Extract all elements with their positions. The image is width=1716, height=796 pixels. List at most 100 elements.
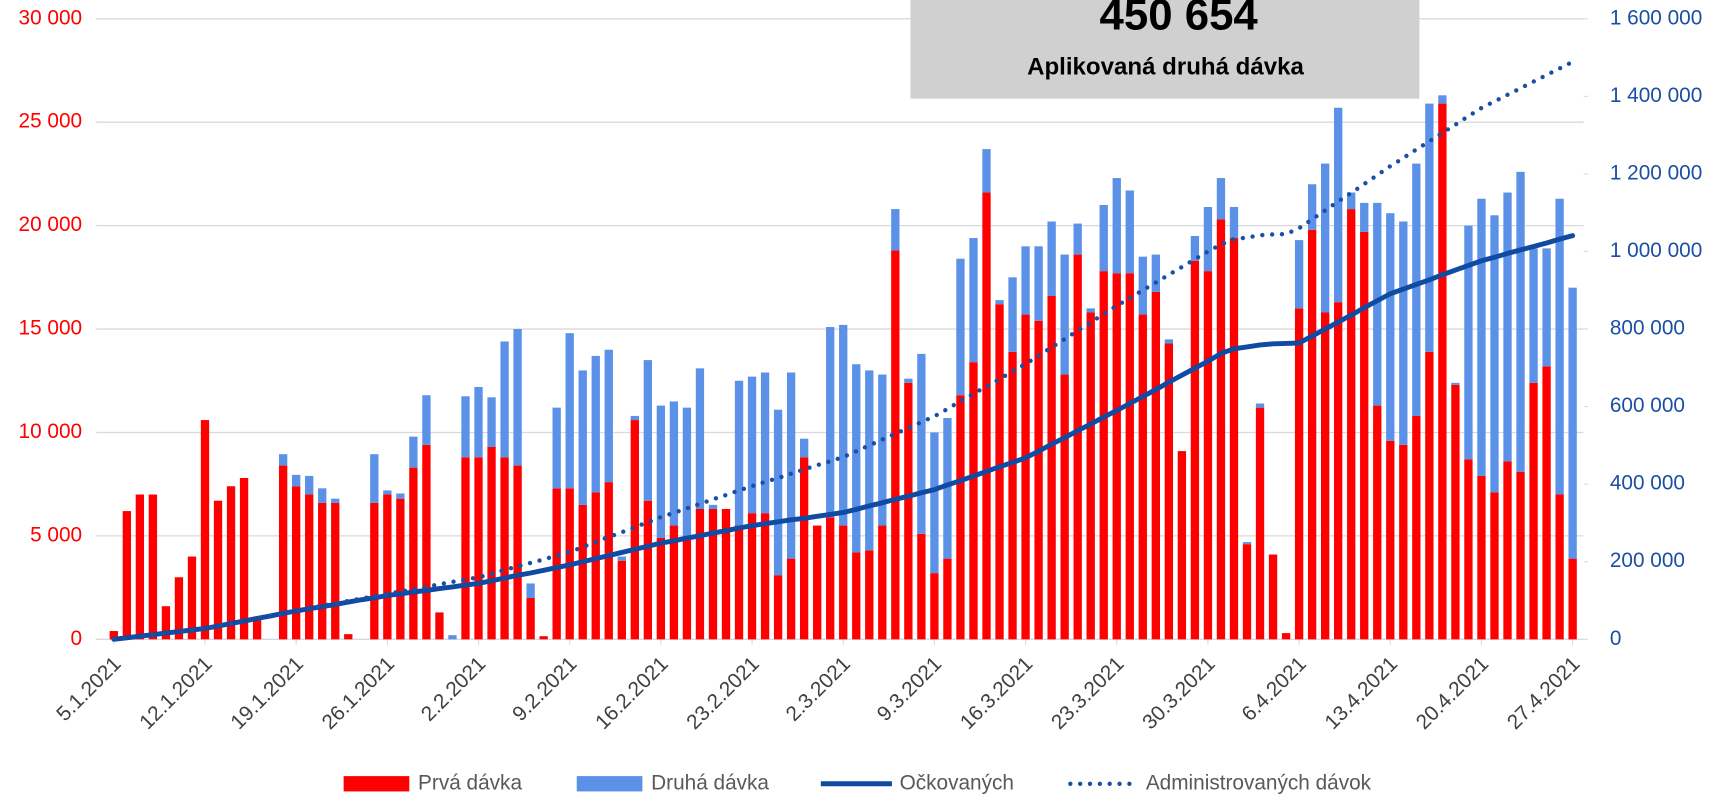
bar [578, 370, 587, 505]
bar [1490, 215, 1499, 493]
bar [682, 407, 692, 541]
x-tick-label: 16.3.2021 [956, 652, 1038, 734]
bar [1216, 178, 1226, 220]
bar [865, 550, 874, 640]
bar [318, 488, 327, 503]
bar [344, 634, 353, 640]
y-tick-label: 20 000 [19, 213, 83, 236]
bar [448, 635, 457, 640]
bar [1073, 223, 1082, 255]
bar [891, 209, 900, 251]
bar [474, 457, 483, 640]
bar [917, 353, 926, 534]
bar [1021, 314, 1030, 640]
bar [1464, 225, 1473, 460]
bar [1464, 459, 1473, 640]
bar [1229, 238, 1239, 640]
x-tick-label: 23.2.2021 [682, 652, 764, 734]
bar [669, 525, 679, 640]
bar [839, 324, 848, 526]
bar [1203, 271, 1213, 640]
bar [1425, 103, 1434, 352]
bar [1164, 343, 1174, 640]
bar [1334, 107, 1343, 303]
bar [1373, 202, 1382, 406]
bar [956, 258, 965, 396]
bar [760, 513, 770, 640]
bar [1268, 554, 1278, 640]
bar [852, 552, 861, 640]
bar [1034, 246, 1043, 321]
bar [1190, 235, 1200, 261]
bar [1242, 542, 1252, 545]
bar [1516, 471, 1525, 640]
y2-tick-label: 1 000 000 [1610, 239, 1702, 262]
bar [1255, 403, 1265, 408]
bar [878, 525, 887, 640]
bar [565, 333, 574, 489]
bar [539, 636, 548, 640]
bar [383, 494, 392, 640]
bar [1125, 190, 1134, 274]
bar [617, 560, 626, 640]
bar [734, 380, 744, 526]
bar [773, 575, 783, 640]
bar [1216, 219, 1226, 640]
bar [1477, 198, 1486, 476]
bar [786, 558, 796, 640]
x-tick-label: 26.1.2021 [317, 652, 399, 734]
bar [1073, 254, 1082, 640]
bar [1047, 221, 1056, 296]
bar [1399, 221, 1408, 445]
bar [370, 502, 379, 640]
bar [799, 438, 809, 458]
bar [656, 537, 666, 640]
bar [734, 525, 744, 640]
bar [813, 525, 822, 640]
bar [669, 401, 679, 526]
bar [578, 504, 587, 640]
bar [747, 376, 757, 514]
bar [213, 500, 223, 640]
y2-tick-label: 1 200 000 [1610, 161, 1702, 184]
bar [1529, 248, 1538, 383]
bar [591, 492, 600, 640]
bar [370, 454, 379, 503]
bar [1347, 209, 1356, 640]
bar [409, 467, 418, 640]
bar [695, 368, 705, 510]
bar [995, 300, 1004, 305]
x-tick-label: 27.4.2021 [1503, 652, 1585, 734]
y2-tick-label: 200 000 [1610, 549, 1685, 572]
bar [904, 382, 913, 640]
bar [135, 494, 145, 640]
bar [1125, 273, 1134, 640]
bar [148, 494, 158, 640]
bar [474, 386, 483, 458]
x-tick-label: 19.1.2021 [226, 652, 308, 734]
bar [1047, 295, 1056, 640]
bar [1503, 192, 1512, 462]
legend-label: Očkovaných [900, 771, 1014, 794]
x-tick-label: 9.2.2021 [508, 652, 581, 725]
bar [409, 436, 418, 468]
bar [1386, 440, 1395, 640]
bar [1334, 302, 1343, 640]
bar [1386, 213, 1395, 441]
bar [396, 498, 405, 640]
bar [643, 500, 653, 640]
bar [1242, 544, 1252, 640]
legend-label: Prvá dávka [418, 771, 522, 794]
bar [839, 525, 848, 640]
bar [878, 374, 887, 526]
bar [799, 457, 809, 640]
bar [865, 370, 874, 551]
bar [917, 533, 926, 640]
bar [1568, 558, 1577, 640]
bar [1112, 273, 1121, 640]
bar [1164, 339, 1174, 344]
bar [1034, 320, 1043, 640]
legend-label: Administrovaných dávok [1146, 771, 1372, 794]
bar [331, 502, 340, 640]
bar [1438, 95, 1447, 104]
